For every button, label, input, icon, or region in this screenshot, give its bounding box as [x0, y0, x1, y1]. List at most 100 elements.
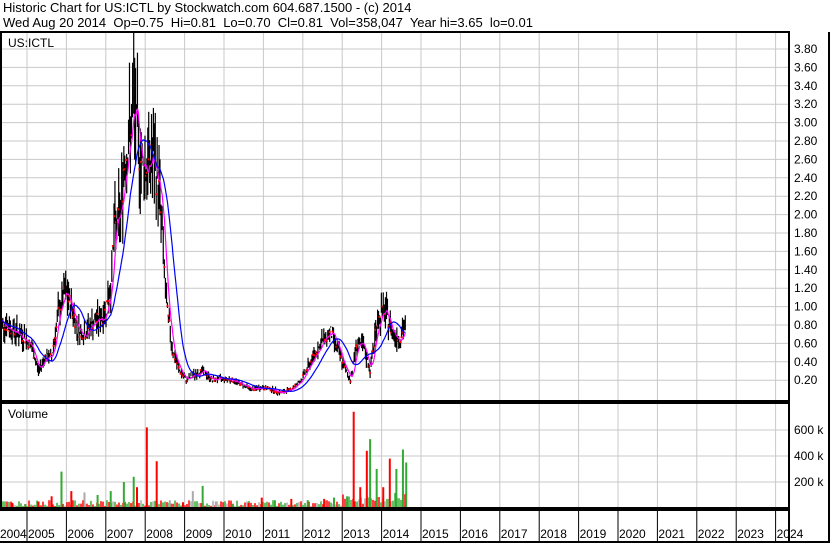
y-tick-label: 3.60	[794, 60, 818, 74]
x-tick-label: 2007	[107, 527, 134, 541]
close-marker	[111, 244, 114, 247]
volume-tick-label: 600 k	[794, 423, 824, 437]
x-tick-label: 2021	[658, 527, 685, 541]
close-marker	[75, 320, 78, 323]
close-marker	[239, 384, 242, 387]
close-marker	[355, 346, 358, 349]
close-marker	[343, 365, 346, 368]
close-marker	[8, 329, 11, 332]
quote-summary: Wed Aug 20 2014 Op=0.75 Hi=0.81 Lo=0.70 …	[3, 15, 533, 30]
close-marker	[10, 332, 13, 335]
x-tick-label: 2013	[343, 527, 370, 541]
close-marker	[81, 337, 84, 340]
close-marker	[263, 388, 266, 391]
close-marker	[292, 386, 295, 389]
close-marker	[32, 356, 35, 359]
close-marker	[328, 330, 331, 333]
x-tick-label: 2016	[461, 527, 488, 541]
close-marker	[289, 388, 292, 391]
close-marker	[166, 304, 169, 307]
close-marker	[371, 350, 374, 353]
x-tick-label: 2019	[580, 527, 607, 541]
volume-tick-label: 400 k	[794, 449, 824, 463]
moving-average-short	[0, 108, 406, 394]
x-tick-label: 2020	[619, 527, 646, 541]
close-marker	[273, 390, 276, 393]
close-marker	[294, 384, 297, 387]
close-marker	[389, 321, 392, 324]
x-tick-label: 2023	[737, 527, 764, 541]
close-marker	[95, 321, 98, 324]
close-marker	[140, 160, 143, 163]
close-marker	[325, 339, 328, 342]
y-tick-label: 1.00	[794, 300, 818, 314]
x-tick-label: 2010	[225, 527, 252, 541]
x-tick-label: 2006	[67, 527, 94, 541]
y-tick-label: 1.80	[794, 226, 818, 240]
close-marker	[175, 362, 178, 365]
close-marker	[387, 326, 390, 329]
close-marker	[106, 302, 109, 305]
close-marker	[55, 326, 58, 329]
close-marker	[24, 341, 27, 344]
y-tick-label: 0.20	[794, 373, 818, 387]
close-marker	[121, 200, 124, 203]
close-marker	[52, 344, 55, 347]
close-marker	[73, 314, 76, 317]
close-marker	[62, 286, 65, 289]
y-tick-label: 3.20	[794, 97, 818, 111]
close-marker	[400, 336, 403, 339]
close-marker	[107, 300, 110, 303]
close-marker	[335, 345, 338, 348]
close-marker	[117, 208, 120, 211]
price-panel-label: US:ICTL	[8, 36, 54, 50]
close-marker	[136, 112, 139, 115]
close-marker	[49, 353, 52, 356]
close-marker	[310, 360, 313, 363]
moving-average-long	[0, 139, 406, 392]
close-marker	[199, 369, 202, 372]
close-marker	[341, 361, 344, 364]
close-marker	[378, 315, 381, 318]
close-marker	[390, 331, 393, 334]
y-tick-label: 2.80	[794, 134, 818, 148]
close-marker	[372, 345, 375, 348]
chart-title: Historic Chart for US:ICTL by Stockwatch…	[3, 0, 412, 15]
close-marker	[369, 371, 372, 374]
close-marker	[105, 300, 108, 303]
close-marker	[396, 339, 399, 342]
close-marker	[208, 377, 211, 380]
close-marker	[323, 338, 326, 341]
close-marker	[331, 330, 334, 333]
close-marker	[355, 344, 358, 347]
close-marker	[206, 375, 209, 378]
close-marker	[276, 391, 279, 394]
y-tick-label: 2.40	[794, 171, 818, 185]
close-marker	[84, 336, 87, 339]
close-marker	[314, 351, 317, 354]
close-marker	[232, 380, 235, 383]
close-marker	[116, 207, 119, 210]
close-marker	[180, 372, 183, 375]
close-marker	[182, 375, 185, 378]
close-marker	[104, 308, 107, 311]
close-marker	[91, 328, 94, 331]
close-marker	[173, 353, 176, 356]
close-marker	[252, 389, 255, 392]
close-marker	[302, 373, 305, 376]
close-marker	[229, 379, 232, 382]
y-tick-label: 3.40	[794, 79, 818, 93]
close-marker	[155, 193, 158, 196]
x-tick-label: 2022	[698, 527, 725, 541]
close-marker	[173, 358, 176, 361]
close-marker	[367, 365, 370, 368]
close-marker	[214, 377, 217, 380]
close-marker	[74, 325, 77, 328]
y-tick-label: 1.40	[794, 263, 818, 277]
y-tick-label: 0.60	[794, 336, 818, 350]
y-tick-label: 1.60	[794, 244, 818, 258]
x-tick-label: 2015	[422, 527, 449, 541]
close-marker	[177, 366, 180, 369]
close-marker	[213, 379, 216, 382]
